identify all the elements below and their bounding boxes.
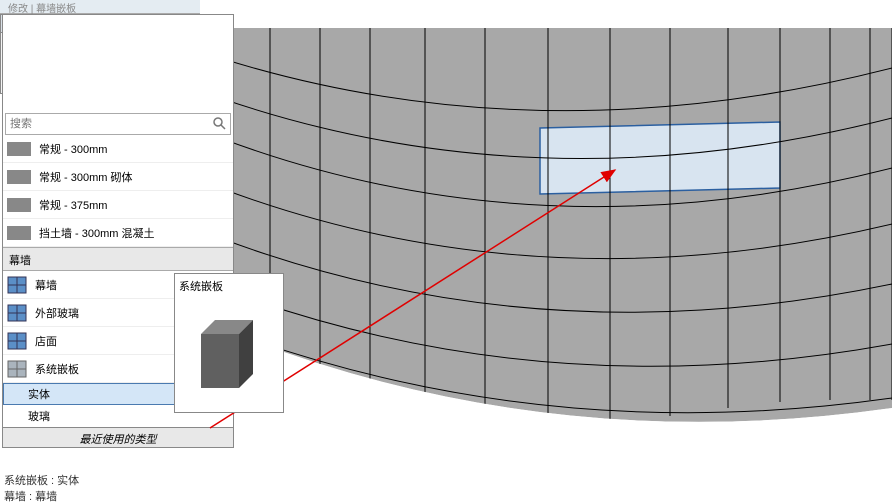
list-item[interactable]: 常规 - 300mm: [3, 135, 233, 163]
tab-bar: 修改 | 幕墙嵌板: [0, 0, 200, 14]
status-line-2: 幕墙 : 幕墙: [4, 488, 79, 504]
tooltip-image: [179, 298, 279, 408]
search-row: [5, 113, 231, 135]
status-line-1: 系统嵌板 : 实体: [4, 472, 79, 488]
curtain-wall-model: [140, 28, 892, 498]
tooltip-label: 系统嵌板: [179, 278, 279, 294]
category-curtain-wall: 幕墙: [3, 247, 233, 271]
panel-grid-icon: [7, 360, 27, 378]
tooltip-preview: 系统嵌板: [174, 273, 284, 413]
search-input[interactable]: [6, 114, 230, 134]
recent-types-header: 最近使用的类型: [3, 427, 233, 447]
list-item[interactable]: 常规 - 375mm: [3, 191, 233, 219]
list-item[interactable]: 常规 - 300mm 砌体: [3, 163, 233, 191]
list-item[interactable]: 挡土墙 - 300mm 混凝土: [3, 219, 233, 247]
search-icon[interactable]: [212, 116, 228, 132]
status-bar: 系统嵌板 : 实体 幕墙 : 幕墙: [0, 470, 83, 500]
